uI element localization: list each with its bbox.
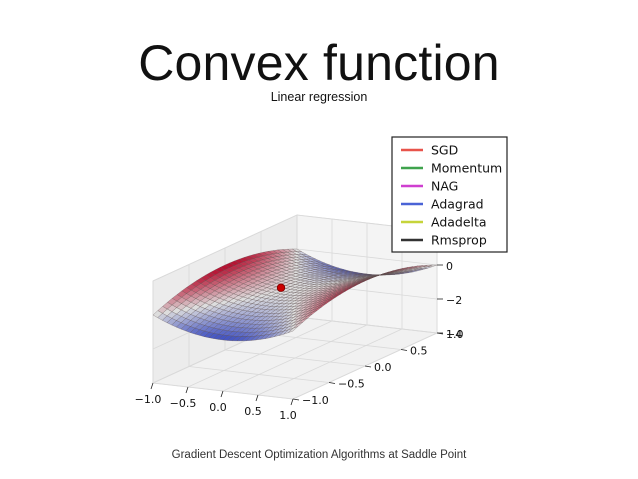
- tick-label: −1.0: [302, 394, 329, 407]
- grid-line: [224, 349, 366, 367]
- legend: SGD Momentum NAG Adagrad Adadelta Rmsprop: [391, 136, 508, 253]
- tick-label: 0.5: [410, 345, 428, 358]
- tick-label: 0.0: [374, 361, 392, 374]
- legend-label: Rmsprop: [431, 233, 487, 248]
- tick-label: −4: [446, 328, 462, 341]
- tick-label: 1.0: [446, 328, 464, 341]
- saddle-surface: [152, 248, 438, 342]
- legend-label: SGD: [431, 143, 458, 158]
- legend-box: [391, 136, 508, 253]
- surface-patch: [288, 326, 298, 333]
- tick-label: 0.0: [209, 401, 227, 414]
- legend-label: Adadelta: [431, 215, 487, 230]
- grid-line: [152, 214, 438, 282]
- start-point-layer: [276, 283, 286, 292]
- slide-subtitle: Linear regression: [270, 90, 368, 104]
- y-tick: [364, 365, 372, 368]
- tick-label: 1.0: [279, 409, 297, 422]
- tick-label: −0.5: [170, 397, 197, 410]
- figure-caption: Gradient Descent Optimization Algorithms…: [171, 449, 467, 461]
- tick-label: −0.5: [338, 378, 365, 391]
- x-tick: [150, 382, 154, 390]
- tick-label: 0.5: [244, 405, 262, 418]
- y-tick: [292, 398, 300, 401]
- y-tick: [400, 349, 408, 351]
- y-tick: [328, 382, 336, 384]
- tick-label: −2: [446, 294, 462, 307]
- legend-label: Adagrad: [431, 197, 484, 212]
- axis-ticks: −1.0 −0.5 0.0 0.5 1.0−1.0−0.50.00.51.0−4−20: [135, 260, 464, 422]
- x-tick: [290, 398, 294, 406]
- start-point: [276, 283, 286, 292]
- legend-label: NAG: [431, 179, 458, 194]
- slide-title: Convex function: [138, 35, 500, 91]
- legend-label: Momentum: [431, 161, 502, 176]
- grid-line: [260, 333, 402, 350]
- tick-label: 0: [446, 260, 453, 273]
- tick-label: −1.0: [135, 393, 162, 406]
- x-tick: [185, 386, 189, 394]
- x-tick: [255, 394, 259, 402]
- x-tick: [220, 390, 224, 398]
